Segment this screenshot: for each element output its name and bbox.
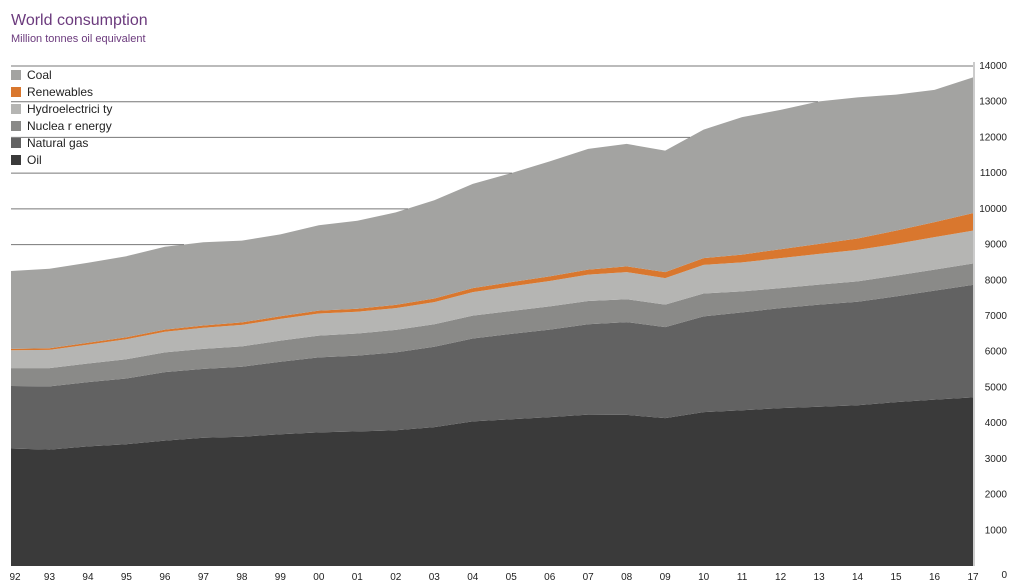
legend-label: Renewables [27, 84, 94, 99]
y-tick-label: 8000 [985, 275, 1008, 286]
legend-swatch [11, 120, 21, 131]
area-oil [11, 397, 973, 566]
x-tick-label: 94 [82, 572, 94, 583]
y-tick-label: 7000 [985, 311, 1008, 322]
area-natural-gas [11, 284, 973, 450]
y-tick-label: 9000 [985, 240, 1008, 251]
x-tick-label: 09 [660, 572, 672, 583]
x-tick-label: 15 [890, 572, 902, 583]
chart-title: World consumption [11, 12, 148, 29]
y-tick-label: 4000 [985, 418, 1008, 429]
legend-swatch [11, 154, 21, 165]
legend-item: Renewables [11, 83, 112, 100]
legend-item: Oil [11, 151, 112, 168]
legend-item: Natural gas [11, 134, 112, 151]
y-tick-label: 12000 [979, 132, 1007, 143]
y-tick-label: 5000 [985, 382, 1008, 393]
legend-label: Oil [27, 152, 42, 167]
x-tick-label: 04 [467, 572, 479, 583]
x-tick-label: 17 [967, 572, 979, 583]
x-tick-label: 01 [352, 572, 364, 583]
x-tick-label: 03 [429, 572, 441, 583]
y-tick-label: 2000 [985, 490, 1008, 501]
y-tick-label: 13000 [979, 97, 1007, 108]
x-tick-label: 11 [737, 572, 748, 583]
x-tick-label: 12 [775, 572, 787, 583]
x-tick-label: 95 [121, 572, 133, 583]
legend-swatch [11, 69, 21, 80]
y-tick-label: 1000 [985, 525, 1008, 536]
y-tick-label: 14000 [979, 61, 1007, 72]
x-tick-label: 93 [44, 572, 56, 583]
x-tick-label: 08 [621, 572, 633, 583]
legend-item: Nuclea r energy [11, 117, 112, 134]
y-tick-label: 0 [1001, 570, 1007, 581]
x-tick-label: 16 [929, 572, 941, 583]
x-tick-label: 13 [814, 572, 826, 583]
y-tick-label: 6000 [985, 347, 1008, 358]
x-tick-label: 00 [313, 572, 325, 583]
x-tick-label: 92 [9, 572, 21, 583]
legend-swatch [11, 86, 21, 97]
x-tick-label: 99 [275, 572, 287, 583]
legend-label: Coal [27, 67, 52, 82]
legend-swatch [11, 137, 21, 148]
legend-item: Hydroelectrici ty [11, 100, 112, 117]
legend-label: Natural gas [27, 135, 89, 150]
x-tick-label: 06 [544, 572, 556, 583]
legend-swatch [11, 103, 21, 114]
x-tick-label: 02 [390, 572, 402, 583]
area-hydroelectrici-ty [11, 230, 973, 369]
x-tick-label: 10 [698, 572, 710, 583]
legend: Coal Renewables Hydroelectrici ty Nuclea r … [11, 66, 112, 168]
x-tick-label: 07 [583, 572, 595, 583]
area-nuclea-r-energy [11, 263, 973, 387]
legend-label: Nuclea r energy [27, 118, 112, 133]
legend-label: Hydroelectrici ty [27, 101, 113, 116]
x-tick-label: 14 [852, 572, 864, 583]
area-coal [11, 77, 973, 349]
y-tick-label: 11000 [980, 168, 1008, 179]
x-tick-label: 97 [198, 572, 210, 583]
legend-item: Coal [11, 66, 112, 83]
x-tick-label: 96 [159, 572, 171, 583]
x-tick-label: 05 [506, 572, 518, 583]
chart-subtitle: Million tonnes oil equivalent [11, 33, 146, 45]
x-tick-label: 98 [236, 572, 248, 583]
y-tick-label: 3000 [985, 454, 1008, 465]
y-tick-label: 10000 [979, 204, 1007, 215]
